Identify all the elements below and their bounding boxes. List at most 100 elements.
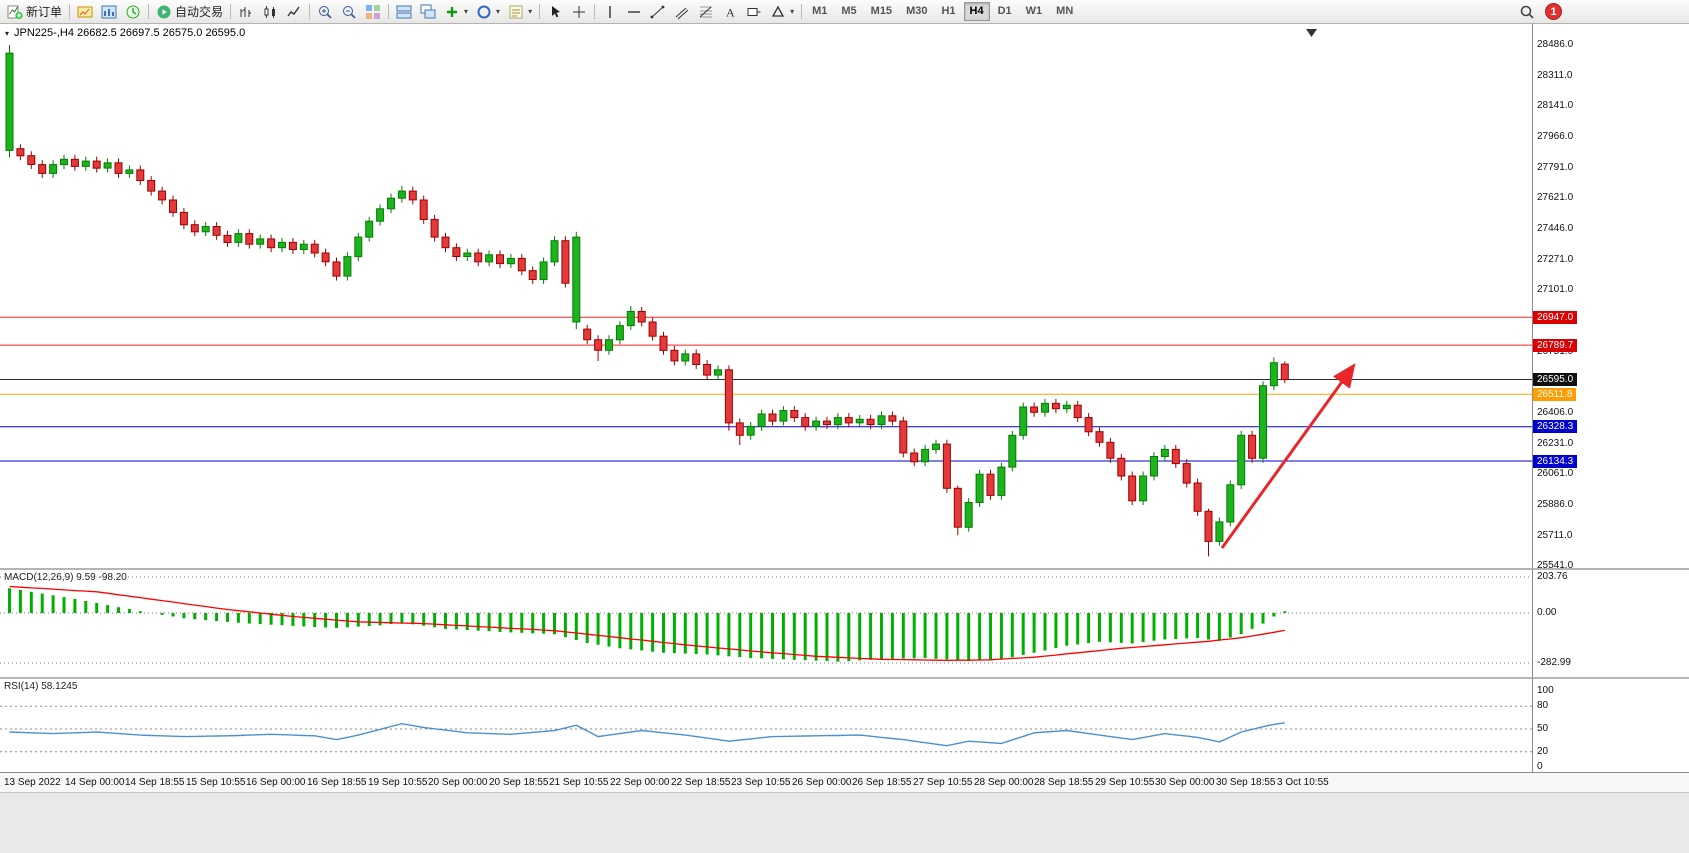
candlestick-mode-button[interactable]	[258, 2, 282, 22]
bar-chart-mode-button[interactable]	[234, 2, 258, 22]
toolbar-separator	[230, 4, 232, 19]
current-price-tag[interactable]: 26595.0	[1533, 373, 1578, 386]
time-axis-label: 30 Sep 18:55	[1216, 777, 1276, 788]
text-button[interactable]: A	[718, 2, 742, 22]
horizontal-line-button[interactable]	[622, 2, 646, 22]
candle	[1139, 471, 1148, 506]
candle	[1160, 445, 1169, 461]
vertical-line-button[interactable]	[598, 2, 622, 22]
indicators-button[interactable]: ▾	[440, 2, 472, 22]
candle	[801, 413, 810, 431]
rsi-panel[interactable]: RSI(14) 58.1245	[0, 677, 1532, 772]
tile-windows-button[interactable]	[361, 2, 385, 22]
candle	[942, 439, 951, 493]
trend-arrow[interactable]	[1220, 363, 1356, 549]
dropdown-arrow-icon[interactable]: ▾	[464, 7, 469, 16]
toolbar-separator	[594, 4, 596, 19]
timeframe-m5[interactable]: M5	[841, 5, 857, 17]
templates-button[interactable]: ▾	[504, 2, 536, 22]
level-price-tag[interactable]: 26947.0	[1533, 311, 1578, 324]
chart-shift-marker[interactable]	[1306, 29, 1317, 37]
timeframe-m1[interactable]: M1	[812, 5, 828, 17]
price-axis-label: 28141.0	[1537, 100, 1574, 111]
fibonacci-button[interactable]	[694, 2, 718, 22]
notification-badge[interactable]: 1	[1545, 3, 1562, 20]
candle	[234, 229, 243, 247]
timeframe-mn[interactable]: MN	[1056, 5, 1074, 17]
price-axis[interactable]: 28486.0 28311.0 28141.0 27966.0 27791.0 27621…	[1532, 24, 1689, 571]
candle	[768, 409, 777, 426]
tile-horizontal-button[interactable]	[392, 2, 416, 22]
candle	[245, 229, 254, 249]
price-axis-label: 27791.0	[1537, 162, 1574, 173]
line-chart-mode-button[interactable]	[282, 2, 306, 22]
dropdown-arrow-icon[interactable]: ▾	[496, 7, 501, 16]
crosshair-button[interactable]	[567, 2, 591, 22]
chart-menu-icon[interactable]: ▾	[5, 28, 10, 38]
price-axis-label: 25711.0	[1537, 530, 1573, 541]
time-axis[interactable]: 13 Sep 2022 14 Sep 00:00 14 Sep 18:55 15 Se…	[0, 772, 1689, 792]
tile-windows-icon	[365, 4, 381, 20]
candle	[332, 257, 341, 281]
level-price-tag[interactable]: 26511.8	[1533, 388, 1577, 401]
time-axis-label: 28 Sep 00:00	[974, 777, 1034, 788]
timeframe-h4[interactable]: H4	[963, 2, 990, 21]
candle	[703, 360, 712, 380]
search-icon[interactable]	[1519, 4, 1535, 20]
zoom-out-button[interactable]	[337, 2, 361, 22]
candle	[779, 406, 788, 426]
periods-button[interactable]: ▾	[472, 2, 504, 22]
timeframe-w1[interactable]: W1	[1025, 5, 1043, 17]
timeframe-m15[interactable]: M15	[870, 5, 893, 17]
time-axis-label: 23 Sep 10:55	[731, 777, 791, 788]
crosshair-icon	[571, 4, 587, 20]
cascade-windows-button[interactable]	[416, 2, 440, 22]
zoom-in-button[interactable]	[313, 2, 337, 22]
level-price-tag[interactable]: 26134.3	[1533, 455, 1578, 468]
market-watch-button[interactable]	[121, 2, 145, 22]
candle	[833, 413, 842, 430]
candle	[953, 485, 962, 536]
candle	[81, 156, 90, 171]
candle-chart-icon	[262, 4, 278, 20]
profiles-button[interactable]	[97, 2, 121, 22]
price-axis-label: 27271.0	[1537, 254, 1574, 265]
timeframe-d1[interactable]: D1	[997, 5, 1012, 17]
arrows-button[interactable]: ▾	[766, 2, 798, 22]
trendline-button[interactable]	[646, 2, 670, 22]
candle	[1106, 437, 1115, 463]
candle	[376, 204, 385, 226]
level-price-tag[interactable]: 26789.7	[1533, 339, 1578, 352]
timeframe-h1[interactable]: H1	[941, 5, 956, 17]
new-order-button[interactable]: 新订单	[3, 2, 66, 22]
cursor-button[interactable]	[543, 2, 567, 22]
charts-window-button[interactable]	[73, 2, 97, 22]
main-chart-canvas[interactable]	[0, 24, 1532, 568]
macd-panel[interactable]: MACD(12,26,9) 9.59 -98.20	[0, 568, 1532, 677]
time-axis-label: 22 Sep 18:55	[671, 777, 731, 788]
main-chart-panel[interactable]: ▾ JPN225-,H4 26682.5 26697.5 26575.0 265…	[0, 24, 1532, 568]
equidistant-channel-button[interactable]	[670, 2, 694, 22]
text-label-button[interactable]	[742, 2, 766, 22]
candle	[16, 144, 25, 161]
level-price-tag[interactable]: 26328.3	[1533, 420, 1578, 433]
rsi-axis-label: 0	[1537, 761, 1543, 772]
timeframe-m30[interactable]: M30	[906, 5, 928, 17]
candle	[921, 445, 930, 467]
candle	[1095, 427, 1104, 447]
price-axis-label: 26406.0	[1537, 407, 1574, 418]
dropdown-arrow-icon[interactable]: ▾	[528, 7, 533, 16]
vertical-line-icon	[602, 4, 618, 20]
dropdown-arrow-icon[interactable]: ▾	[790, 7, 795, 16]
candle	[975, 469, 984, 507]
macd-canvas[interactable]	[0, 570, 1532, 677]
candle	[1215, 517, 1224, 546]
market-watch-icon	[125, 4, 141, 20]
candle	[517, 253, 526, 276]
chart-window-icon	[77, 4, 93, 20]
price-axis-label: 27621.0	[1537, 192, 1574, 203]
auto-trading-button[interactable]: 自动交易	[152, 2, 227, 22]
candle	[735, 418, 744, 445]
rsi-canvas[interactable]	[0, 679, 1532, 772]
